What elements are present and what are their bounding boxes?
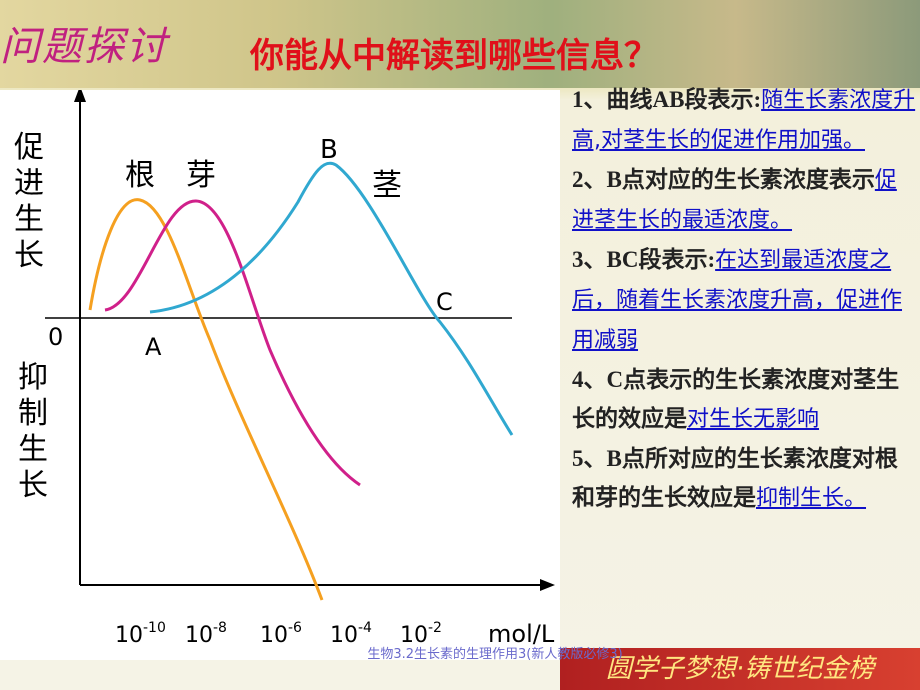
item: 1、曲线AB段表示:随生长素浓度升高,对茎生长的促进作用加强。	[572, 80, 917, 160]
footer: 生物3.2生长素的生理作用3(新人教版必修3)	[367, 647, 623, 662]
point-a: A	[145, 333, 162, 361]
item-prompt: 4、C点表示的生长素浓度对茎生长的效应是	[572, 367, 900, 431]
tick-exp: -6	[288, 620, 302, 636]
stem-label: 茎	[372, 168, 402, 203]
x-tick-label: 10-4	[330, 620, 372, 648]
x-unit: mol/L	[488, 620, 555, 648]
point-c: C	[436, 288, 453, 316]
item-prompt: 3、BC段表示:	[572, 247, 716, 272]
bud-curve	[104, 199, 361, 487]
banner: 圆学子梦想·铸世纪金榜	[560, 648, 920, 690]
chart-area: 0 根 芽 茎 A B C 10-10 10-8 10-6 10-4 10-2 mol/…	[0, 86, 560, 660]
stem-curve	[149, 161, 514, 436]
top-band	[0, 0, 920, 88]
root-curve	[88, 198, 324, 601]
question: 你能从中解读到哪些信息？	[250, 36, 658, 76]
heading: 问题探讨	[0, 24, 168, 70]
tick-exp: -2	[428, 620, 442, 636]
tick-base: 10	[330, 623, 358, 648]
item-answer: 在达到最适浓度之后，随着生长素浓度升高，促进作用减弱	[572, 248, 903, 353]
root-label: 根	[125, 158, 155, 193]
item-answer: 对生长无影响	[687, 407, 820, 432]
item-prompt: 5、B点所对应的生长素浓度对根和芽的生长效应是	[572, 446, 898, 510]
item-answer: 促进茎生长的最适浓度。	[572, 168, 897, 233]
x-tick-label: 10-10	[115, 620, 166, 648]
chart: 0 根 芽 茎 A B C 10-10 10-8 10-6 10-4 10-2 mol/…	[45, 86, 555, 648]
y-arrow	[74, 86, 86, 102]
origin-label: 0	[48, 323, 63, 351]
tick-base: 10	[115, 623, 143, 648]
item: 3、BC段表示:在达到最适浓度之后，随着生长素浓度升高，促进作用减弱	[572, 240, 917, 360]
y-label-top: 促进生长	[14, 130, 44, 273]
tick-base: 10	[400, 623, 428, 648]
item-prompt: 1、曲线AB段表示:	[572, 87, 762, 112]
item: 5、B点所对应的生长素浓度对根和芽的生长效应是抑制生长。	[572, 439, 917, 518]
y-label-bottom: 抑制生长	[18, 360, 48, 503]
tick-exp: -10	[143, 620, 166, 636]
item: 4、C点表示的生长素浓度对茎生长的效应是对生长无影响	[572, 360, 917, 439]
tick-base: 10	[185, 623, 213, 648]
tick-exp: -4	[358, 620, 372, 636]
item-answer: 随生长素浓度升高,对茎生长的促进作用加强。	[572, 88, 916, 153]
x-tick-label: 10-2	[400, 620, 442, 648]
tick-base: 10	[260, 623, 288, 648]
point-b: B	[320, 135, 338, 165]
x-tick-label: 10-8	[185, 620, 227, 648]
tick-exp: -8	[213, 620, 227, 636]
item-answer: 抑制生长。	[756, 486, 867, 511]
item: 2、B点对应的生长素浓度表示促进茎生长的最适浓度。	[572, 160, 917, 240]
item-prompt: 2、B点对应的生长素浓度表示	[572, 167, 875, 192]
answer-list: 1、曲线AB段表示:随生长素浓度升高,对茎生长的促进作用加强。 2、B点对应的生长…	[572, 80, 917, 518]
bud-label: 芽	[186, 158, 216, 193]
x-arrow	[540, 579, 555, 591]
x-tick-label: 10-6	[260, 620, 302, 648]
